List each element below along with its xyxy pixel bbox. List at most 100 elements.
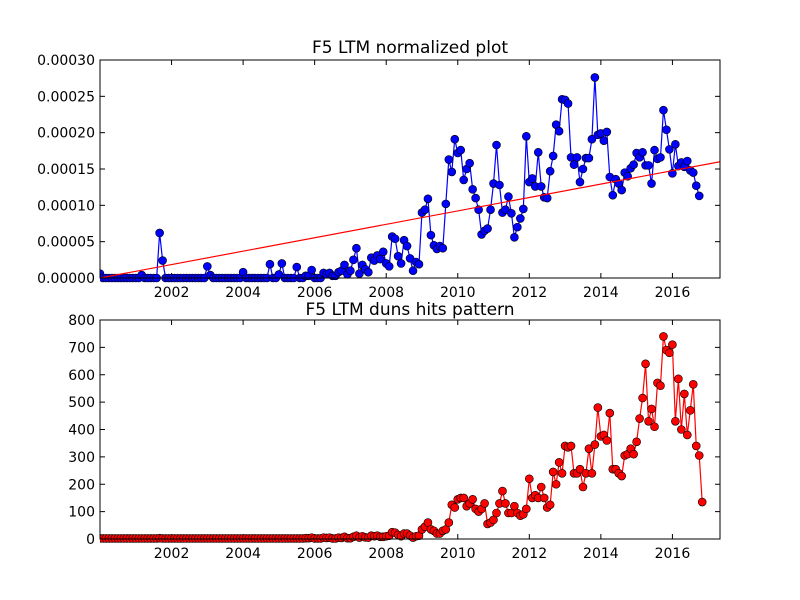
normalized-data-point [569, 160, 579, 169]
duns-hits-data-point [492, 508, 501, 518]
duns-hits-y-tick-label: 100 [68, 505, 95, 521]
normalized-data-point [671, 139, 680, 149]
duns-hits-x-tick-label: 2002 [154, 546, 190, 562]
duns-hits-y-tick-label: 700 [68, 340, 95, 356]
normalized-data-point [426, 230, 436, 240]
normalized-data-point [465, 158, 474, 168]
duns-hits-frame [99, 319, 721, 540]
normalized-data-point [378, 247, 388, 257]
duns-hits-data-point [524, 474, 534, 484]
duns-hits-data-point [444, 518, 454, 527]
normalized-data-point [441, 199, 451, 209]
normalized-data-point [691, 181, 701, 191]
duns-hits-axes: F5 LTM duns hits pattern 2002 2004 2006 200… [68, 300, 721, 562]
duns-hits-data-point [665, 348, 674, 358]
normalized-data-point [554, 126, 564, 136]
duns-hits-data-point [694, 451, 704, 460]
normalized-data-point [444, 155, 454, 164]
duns-hits-y-tick-label: 300 [68, 450, 95, 466]
normalized-y-tick-label: 0.00005 [37, 235, 95, 251]
duns-hits-data-point [584, 444, 594, 453]
duns-hits-y-tick-label: 0 [86, 532, 95, 548]
duns-hits-data-point [539, 493, 549, 503]
normalized-data-point [459, 175, 469, 185]
normalized-data-point [527, 174, 537, 183]
duns-hits-data-point [450, 503, 460, 512]
normalized-x-tick-label: 2010 [440, 285, 476, 301]
normalized-data-point [456, 145, 466, 155]
normalized-data-point [349, 255, 358, 265]
normalized-data-point [468, 185, 477, 194]
normalized-data-point [688, 168, 698, 177]
duns-hits-data-point [480, 499, 489, 508]
normalized-data-point [533, 147, 543, 157]
normalized-data-point [340, 260, 349, 270]
normalized-data-point [665, 145, 674, 154]
duns-hits-data-point [656, 381, 665, 391]
normalized-data-point [486, 205, 495, 214]
normalized-data-point [203, 262, 212, 271]
duns-hits-x-tick-label: 2004 [225, 546, 261, 562]
normalized-y-tick-label: 0.00010 [37, 198, 95, 214]
normalized-x-tick-label: 2006 [297, 285, 333, 301]
normalized-data-point [352, 243, 361, 253]
normalized-plot-frame [99, 59, 721, 279]
normalized-data-point [507, 209, 516, 218]
duns-hits-data-point [536, 482, 546, 492]
duns-hits-data-point [641, 359, 650, 369]
normalized-y-tick-label: 0.00015 [37, 162, 95, 178]
duns-hits-data-point [635, 414, 644, 423]
normalized-x-tick-label: 2002 [154, 285, 190, 301]
normalized-data-point [522, 132, 531, 141]
normalized-y-tick-label: 0.00020 [37, 126, 95, 142]
normalized-trend-line [100, 161, 720, 279]
normalized-data-point [375, 254, 385, 264]
normalized-data-point [447, 167, 457, 177]
duns-hits-y-tick-label: 400 [68, 423, 95, 439]
normalized-data-point [450, 134, 460, 144]
normalized-data-point [608, 190, 618, 200]
duns-hits-data-point [602, 436, 612, 445]
duns-hits-x-tick-label: 2008 [368, 546, 404, 562]
normalized-data-point [510, 233, 519, 242]
normalized-x-tick-label: 2016 [655, 285, 691, 301]
normalized-data-point [590, 73, 600, 82]
duns-hits-data-point [659, 332, 668, 341]
normalized-data-point [536, 182, 546, 191]
normalized-data-point [516, 214, 525, 223]
duns-hits-title: F5 LTM duns hits pattern [305, 300, 514, 320]
duns-hits-data-point [674, 374, 683, 384]
normalized-data-point [307, 265, 316, 275]
duns-hits-data-point [575, 464, 585, 474]
duns-hits-data-point [590, 440, 600, 449]
normalized-data-point [390, 234, 400, 244]
normalized-data-point [492, 140, 501, 150]
normalized-data-point [414, 259, 424, 269]
duns-hits-data-point [554, 458, 564, 467]
duns-hits-data-point [629, 449, 638, 459]
normalized-data-point [483, 224, 492, 233]
duns-hits-data-point [650, 422, 659, 432]
normalized-data-point [682, 156, 692, 166]
duns-hits-y-tick-label: 800 [68, 313, 95, 329]
duns-hits-ticks: 2002 2004 2006 2008 2010 2012 2014 2016 0 100 200 3… [68, 313, 720, 562]
duns-hits-data-point [632, 437, 641, 447]
duns-hits-data-point [682, 430, 692, 440]
normalized-data-point [420, 205, 430, 214]
normalized-data-point [155, 228, 164, 238]
duns-hits-data-point [644, 416, 653, 426]
duns-hits-data-point [468, 495, 477, 504]
duns-hits-data-point [587, 468, 597, 478]
normalized-data-point [584, 153, 594, 163]
normalized-data-point [694, 191, 704, 201]
normalized-data-point [364, 267, 373, 277]
normalized-data-point [617, 185, 627, 195]
normalized-data-point [587, 134, 597, 144]
duns-hits-data-point [668, 340, 677, 349]
normalized-data-point [292, 262, 302, 272]
duns-hits-data-point [677, 425, 686, 434]
duns-hits-data-point [498, 486, 507, 496]
normalized-data-point [575, 177, 585, 187]
duns-hits-series [100, 332, 707, 543]
